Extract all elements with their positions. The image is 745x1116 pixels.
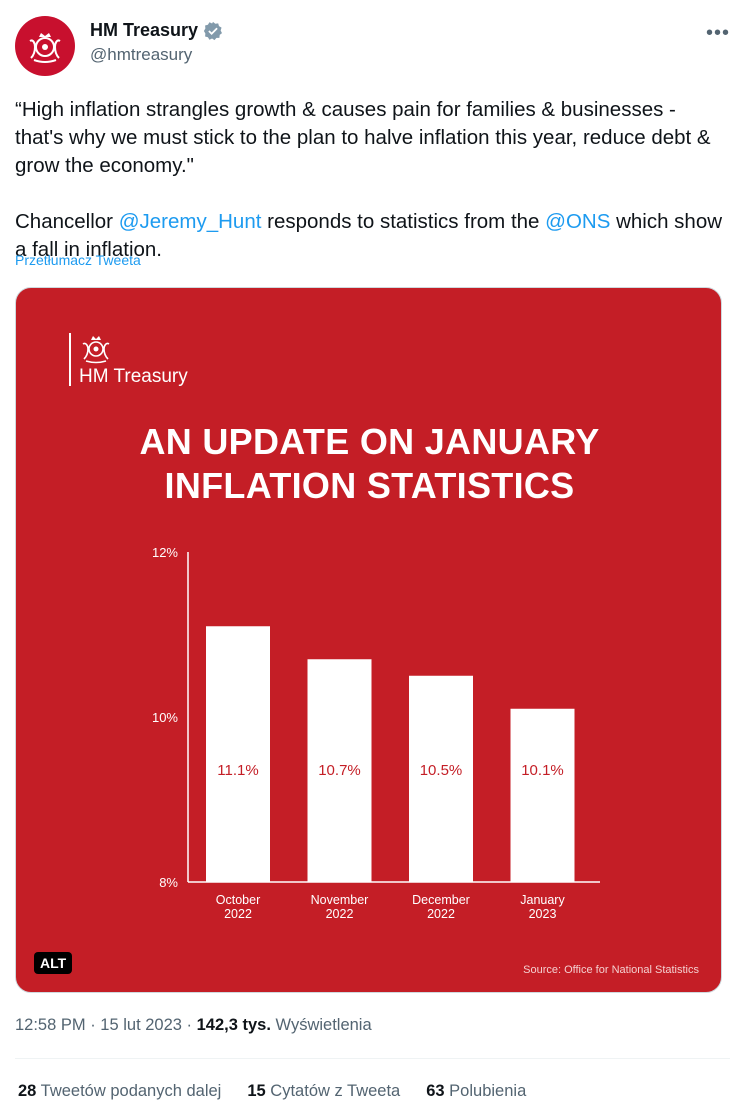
- likes-count: 63: [426, 1082, 445, 1100]
- x-tick-label: January: [520, 893, 565, 907]
- avatar[interactable]: [15, 16, 75, 76]
- media-title: AN UPDATE ON JANUARY INFLATION STATISTIC…: [16, 420, 721, 508]
- mention-ons[interactable]: @ONS: [545, 210, 611, 233]
- x-tick-label: 2022: [224, 907, 252, 921]
- inflation-bar-chart: 12%10%8%11.1%October202210.7%November202…: [152, 545, 600, 921]
- tweet-header: HM Treasury @hmtreasury •••: [15, 16, 730, 76]
- tweet-line2-suffix: which show a fall in inflation.: [15, 210, 723, 261]
- bar-value-label: 10.7%: [318, 762, 361, 779]
- x-tick-label: 2022: [427, 907, 455, 921]
- retweets-count: 28: [18, 1082, 37, 1100]
- y-tick-label: 12%: [152, 545, 178, 560]
- bar-value-label: 10.1%: [521, 762, 564, 779]
- retweets-label: Tweetów podanych dalej: [36, 1082, 222, 1100]
- views-label: Wyświetlenia: [270, 1016, 372, 1034]
- x-tick-label: November: [311, 893, 369, 907]
- likes-label: Polubienia: [444, 1082, 527, 1100]
- quotes-count: 15: [247, 1082, 266, 1100]
- mention-jeremy-hunt[interactable]: @Jeremy_Hunt: [118, 210, 262, 233]
- x-tick-label: October: [216, 893, 260, 907]
- y-tick-label: 8%: [159, 875, 178, 890]
- royal-crest-icon: [82, 336, 110, 364]
- tweet-line2: Chancellor @Jeremy_Hunt responds to stat…: [15, 208, 725, 264]
- views-count: 142,3 tys.: [196, 1016, 271, 1034]
- tweet-time[interactable]: 12:58 PM: [15, 1016, 86, 1034]
- tweet-line2-middle: responds to statistics from the: [261, 210, 546, 233]
- meta-separator: ·: [85, 1016, 101, 1034]
- logo-text: HM Treasury: [79, 366, 188, 387]
- bar: [409, 675, 473, 882]
- tweet-text: “High inflation strangles growth & cause…: [15, 96, 725, 264]
- translate-tweet-link[interactable]: Przetłumacz Tweeta: [15, 252, 141, 268]
- tweet-line2-prefix: Chancellor: [15, 210, 119, 233]
- tweet-stats: 28 Tweetów podanych dalej 15 Cytatów z T…: [18, 1082, 526, 1101]
- source-text: Source: Office for National Statistics: [523, 964, 699, 976]
- media-title-line1: AN UPDATE ON JANUARY: [139, 421, 600, 462]
- tweet-meta: 12:58 PM · 15 lut 2023 · 142,3 tys. Wyśw…: [15, 1016, 372, 1035]
- paragraph-gap: [15, 180, 725, 208]
- display-name[interactable]: HM Treasury: [90, 20, 223, 41]
- alt-badge[interactable]: ALT: [34, 952, 73, 974]
- y-tick-label: 10%: [152, 710, 178, 725]
- bar-value-label: 11.1%: [217, 762, 258, 779]
- x-tick-label: December: [412, 893, 470, 907]
- quotes-label: Cytatów z Tweeta: [265, 1082, 401, 1100]
- royal-crest-icon: [29, 33, 61, 63]
- meta-separator: ·: [181, 1016, 197, 1034]
- tweet-media-image[interactable]: HM Treasury AN UPDATE ON JANUARY INFLATI…: [15, 287, 722, 993]
- account-name-block: HM Treasury @hmtreasury: [90, 20, 223, 65]
- retweets-stat[interactable]: 28 Tweetów podanych dalej: [18, 1082, 221, 1101]
- bar: [206, 626, 270, 882]
- x-tick-label: 2023: [529, 907, 557, 921]
- account-handle[interactable]: @hmtreasury: [90, 45, 193, 64]
- tweet-date[interactable]: 15 lut 2023: [100, 1016, 182, 1034]
- display-name-text[interactable]: HM Treasury: [90, 20, 199, 40]
- tweet-quote: “High inflation strangles growth & cause…: [15, 98, 711, 177]
- x-tick-label: 2022: [326, 907, 354, 921]
- logo-divider: [69, 333, 71, 386]
- more-options-icon[interactable]: •••: [705, 22, 730, 44]
- bar-value-label: 10.5%: [420, 762, 463, 779]
- bar: [510, 708, 575, 882]
- bar: [307, 659, 372, 882]
- verified-badge-icon: [203, 21, 223, 40]
- divider: [15, 1058, 730, 1059]
- likes-stat[interactable]: 63 Polubienia: [426, 1082, 526, 1101]
- media-title-line2: INFLATION STATISTICS: [164, 465, 575, 506]
- quotes-stat[interactable]: 15 Cytatów z Tweeta: [247, 1082, 400, 1101]
